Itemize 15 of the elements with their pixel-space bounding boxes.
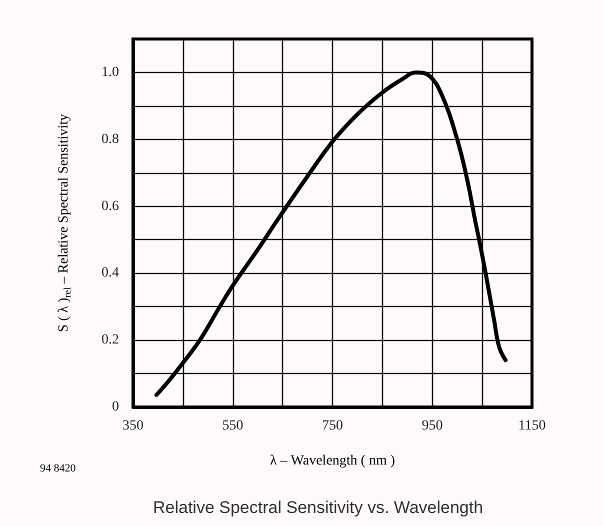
y-tick-label: 0.4 — [102, 266, 119, 281]
y-tick-label: 0.8 — [102, 132, 119, 147]
x-tick-label: 950 — [422, 418, 443, 434]
x-tick-label: 350 — [122, 418, 144, 434]
y-axis-title: S ( λ )rel – Relative Spectral Sensitivity — [56, 114, 74, 332]
x-tick-label: 1150 — [518, 418, 546, 434]
x-axis-title: λ – Wavelength ( nm ) — [270, 454, 396, 468]
y-tick-label: 0.2 — [102, 332, 119, 348]
y-tick-label: 1.0 — [102, 64, 119, 80]
x-tick-label: 550 — [222, 418, 244, 434]
text: 94 8420 — [40, 462, 76, 474]
y-tick-label: 0 — [112, 400, 119, 414]
text: Relative Spectral Sensitivity vs. Wavelength — [153, 498, 484, 517]
y-tick-label: 0.6 — [102, 198, 119, 214]
x-tick-label: 750 — [322, 418, 343, 434]
